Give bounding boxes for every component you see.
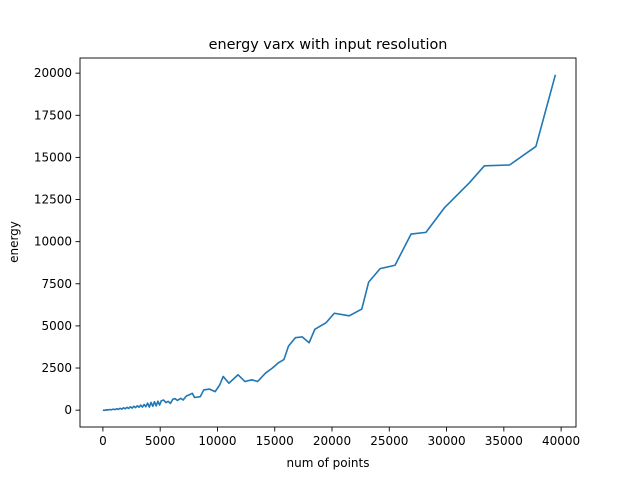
x-tick-label-40000: 40000: [542, 434, 580, 448]
x-tick-label-30000: 30000: [427, 434, 465, 448]
x-tick-label-15000: 15000: [256, 434, 294, 448]
x-tick-label-5000: 5000: [145, 434, 176, 448]
x-axis-title: num of points: [287, 456, 370, 470]
x-tick-label-0: 0: [99, 434, 107, 448]
x-tick-label-25000: 25000: [370, 434, 408, 448]
x-tick-label-35000: 35000: [485, 434, 523, 448]
y-tick-label-10000: 10000: [34, 235, 72, 249]
series-line-0: [102, 74, 557, 412]
y-axis-title: energy: [7, 221, 21, 263]
y-tick-label-7500: 7500: [41, 277, 72, 291]
y-tick-label-5000: 5000: [41, 319, 72, 333]
x-tick-label-20000: 20000: [313, 434, 351, 448]
plot-frame: [79, 57, 577, 428]
y-tick-label-15000: 15000: [34, 150, 72, 164]
y-tick-label-2500: 2500: [41, 361, 72, 375]
y-tick-label-12500: 12500: [34, 193, 72, 207]
plot-area: 0 5000 10000 15000 20000 25000 30000 35000 40000…: [34, 57, 580, 448]
y-tick-label-0: 0: [64, 403, 72, 417]
y-tick-label-17500: 17500: [34, 108, 72, 122]
x-tick-label-10000: 10000: [198, 434, 236, 448]
y-tick-label-20000: 20000: [34, 66, 72, 80]
chart-title: energy varx with input resolution: [209, 37, 448, 53]
